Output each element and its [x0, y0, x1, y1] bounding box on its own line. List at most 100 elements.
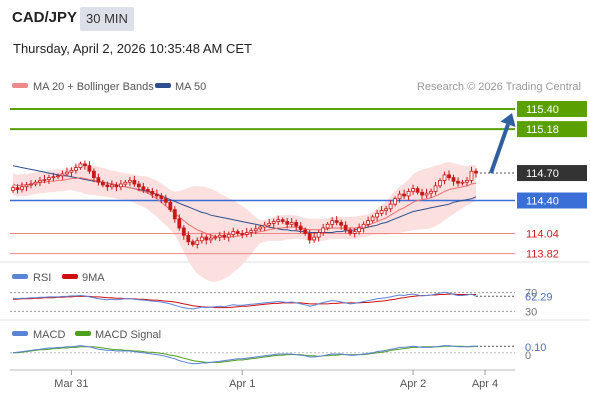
time-tick-label: Apr 2: [400, 378, 426, 390]
candle-body: [289, 222, 294, 225]
candle-body: [339, 222, 344, 226]
candle-body: [127, 179, 132, 183]
candle-body: [325, 223, 330, 229]
candle-body: [186, 234, 191, 243]
candle-body: [60, 173, 65, 177]
candle-body: [262, 224, 267, 228]
candle-body: [343, 224, 348, 231]
rsi-ma-line: [13, 293, 476, 309]
candle-body: [375, 212, 380, 218]
candle-body: [474, 170, 478, 174]
candle-body: [159, 195, 164, 200]
candle-body: [118, 183, 123, 188]
rsi-legend-label: RSI: [33, 272, 51, 284]
rsi-tick-label: 70: [525, 288, 537, 300]
support-1-label: 114.04: [526, 228, 559, 240]
last-price-label-box: [517, 165, 587, 182]
macd-signal-line: [13, 345, 477, 363]
rsi-tick-label: 62.29: [525, 291, 553, 303]
candle-body: [83, 163, 87, 167]
macd-legend-swatch: [12, 331, 28, 336]
ma50-legend-label: MA 50: [175, 81, 206, 93]
candle-body: [114, 184, 119, 188]
candle-body: [47, 177, 51, 180]
candle-body: [132, 179, 137, 185]
time-tick-label: Mar 31: [54, 378, 88, 390]
candle-body: [280, 219, 285, 222]
candle-body: [222, 234, 227, 238]
candle-body: [199, 236, 204, 242]
candle-body: [424, 192, 429, 196]
candle-body: [253, 228, 258, 232]
candle-body: [181, 227, 186, 236]
candle-body: [370, 216, 375, 222]
resistance-1-label-box: [517, 121, 587, 138]
candle-body: [465, 179, 469, 183]
time-ticks: Mar 31 Apr 1 Apr 2 Apr 4: [54, 370, 498, 390]
macd-tick-label: 0.10: [525, 342, 546, 354]
last-price-label: 114.70: [526, 168, 559, 180]
candle-body: [74, 167, 78, 171]
pivot-label: 114.40: [526, 196, 559, 208]
forecast-arrow-head: [500, 112, 516, 127]
candle-body: [298, 225, 303, 231]
candle-body: [258, 226, 263, 230]
timeframe-badge[interactable]: 30 MIN: [80, 7, 134, 31]
resistance-2-label-box: [517, 100, 587, 117]
rsi-tick-label: 30: [525, 306, 537, 318]
time-tick-label: Apr 1: [229, 378, 255, 390]
macd-panel: 0.100: [10, 342, 546, 365]
candle-body: [231, 231, 236, 235]
chart-datetime: Thursday, April 2, 2026 10:35:48 AM CET: [13, 41, 252, 56]
candle-body: [303, 229, 308, 234]
symbol-title: CAD/JPY: [12, 9, 78, 26]
candle-body: [294, 222, 299, 227]
ma50-line: [12, 165, 477, 233]
candle-body: [411, 188, 415, 192]
macd-legend-label: MACD: [33, 329, 65, 341]
macd-signal-legend-label: MACD Signal: [95, 329, 161, 341]
candle-body: [420, 191, 424, 196]
candle-body: [447, 174, 451, 179]
candle-body: [321, 227, 326, 233]
candle-body: [456, 180, 460, 184]
candle-body: [433, 185, 438, 192]
candle-body: [177, 218, 182, 229]
ma20-legend-swatch: [12, 83, 28, 88]
candle-body: [348, 229, 353, 234]
moving-averages: [12, 165, 477, 238]
ma50-legend-swatch: [155, 83, 171, 88]
candle-body: [96, 177, 101, 183]
candle-body: [460, 181, 465, 184]
ma20-line: [12, 177, 477, 238]
candle-body: [285, 221, 290, 225]
macd-line: [12, 345, 476, 365]
candle-body: [379, 210, 384, 214]
candle-body: [357, 227, 362, 233]
candle-body: [451, 177, 456, 182]
candle-body: [429, 190, 433, 194]
candle-body: [109, 184, 114, 188]
resistance-1-label: 115.18: [526, 124, 559, 136]
candle-body: [38, 179, 42, 183]
candle-body: [402, 193, 406, 197]
candle-body: [384, 208, 388, 211]
candle-body: [271, 221, 276, 224]
forecast-arrow-shaft: [489, 123, 510, 174]
candle-body: [69, 169, 74, 173]
candle-body: [406, 190, 411, 197]
candle-body: [190, 241, 195, 245]
candle-body: [145, 189, 150, 192]
candle-body: [168, 201, 173, 211]
candle-body: [415, 188, 420, 193]
resistance-2-label: 115.40: [526, 104, 559, 116]
candle-body: [105, 184, 110, 188]
candle-body: [150, 190, 155, 195]
candles: [11, 160, 478, 249]
candle-body: [438, 179, 442, 187]
candle-body: [208, 237, 213, 241]
candle-body: [172, 209, 177, 220]
candle-body: [235, 231, 240, 234]
candle-body: [397, 193, 402, 200]
